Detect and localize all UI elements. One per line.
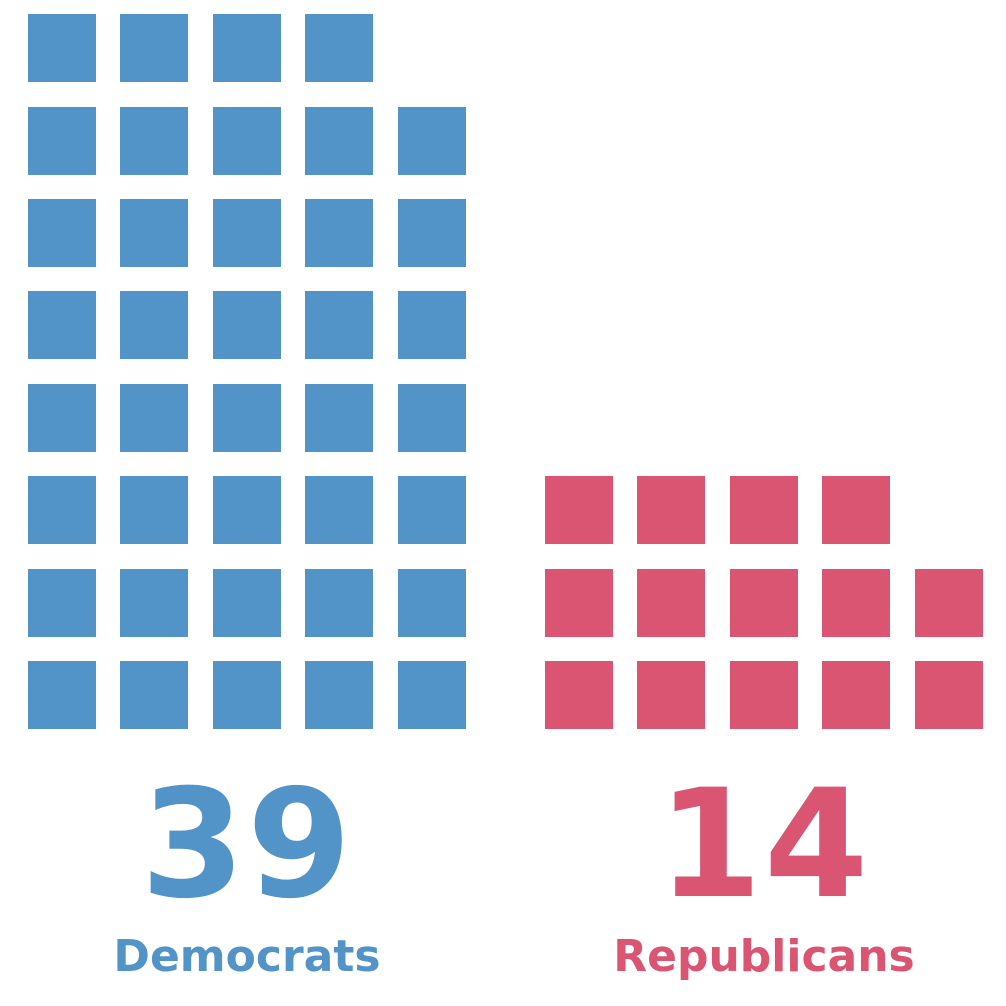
republican-seat-square bbox=[730, 661, 798, 729]
democrats-panel: 39 Democrats bbox=[0, 0, 500, 1006]
republican-seat-square bbox=[730, 476, 798, 544]
democrat-seat-square bbox=[213, 199, 281, 267]
democrat-seat-square bbox=[120, 384, 188, 452]
democrat-seat-square bbox=[28, 384, 96, 452]
democrat-seat-square bbox=[398, 291, 466, 359]
republican-seat-square bbox=[637, 569, 705, 637]
democrat-seat-square bbox=[305, 291, 373, 359]
republican-seat-square bbox=[637, 661, 705, 729]
democrat-seat-square bbox=[120, 107, 188, 175]
republican-seat-square bbox=[730, 569, 798, 637]
democrat-seat-square bbox=[120, 14, 188, 82]
democrat-seat-square bbox=[28, 107, 96, 175]
democrat-seat-square bbox=[213, 107, 281, 175]
republican-seat-square bbox=[545, 476, 613, 544]
democrat-seat-square bbox=[305, 14, 373, 82]
democrat-seat-square bbox=[213, 14, 281, 82]
democrat-seat-square bbox=[28, 14, 96, 82]
republican-seat-square bbox=[545, 661, 613, 729]
democrat-seat-square bbox=[213, 661, 281, 729]
democrats-label: Democrats bbox=[113, 931, 381, 982]
democrat-seat-square bbox=[398, 661, 466, 729]
democrat-seat-square bbox=[28, 661, 96, 729]
democrats-count: 39 bbox=[140, 758, 354, 932]
democrat-seat-square bbox=[398, 199, 466, 267]
democrat-seat-square bbox=[305, 199, 373, 267]
democrat-seat-square bbox=[28, 569, 96, 637]
democrat-seat-square bbox=[120, 661, 188, 729]
democrat-seat-square bbox=[398, 569, 466, 637]
democrat-seat-square bbox=[28, 291, 96, 359]
democrat-seat-square bbox=[28, 476, 96, 544]
democrat-seat-square bbox=[398, 384, 466, 452]
republican-seat-square bbox=[915, 569, 983, 637]
republican-seat-square bbox=[545, 569, 613, 637]
democrat-seat-square bbox=[213, 291, 281, 359]
republican-seat-square bbox=[915, 661, 983, 729]
republican-seat-square bbox=[637, 476, 705, 544]
democrat-seat-square bbox=[120, 199, 188, 267]
democrat-seat-square bbox=[28, 199, 96, 267]
democrat-seat-square bbox=[305, 476, 373, 544]
democrat-seat-square bbox=[213, 569, 281, 637]
republican-seat-square bbox=[822, 476, 890, 544]
democrat-seat-square bbox=[120, 291, 188, 359]
democrat-seat-square bbox=[305, 384, 373, 452]
democrat-seat-square bbox=[305, 569, 373, 637]
democrat-seat-square bbox=[398, 476, 466, 544]
democrat-seat-square bbox=[213, 476, 281, 544]
democrat-seat-square bbox=[120, 476, 188, 544]
democrat-seat-square bbox=[305, 107, 373, 175]
republicans-label: Republicans bbox=[613, 931, 915, 982]
republicans-count: 14 bbox=[657, 758, 871, 932]
republicans-panel: 14 Republicans bbox=[500, 0, 1006, 1006]
republican-seat-square bbox=[822, 569, 890, 637]
democrat-seat-square bbox=[120, 569, 188, 637]
republican-seat-square bbox=[822, 661, 890, 729]
democrat-seat-square bbox=[305, 661, 373, 729]
democrat-seat-square bbox=[398, 107, 466, 175]
democrat-seat-square bbox=[213, 384, 281, 452]
